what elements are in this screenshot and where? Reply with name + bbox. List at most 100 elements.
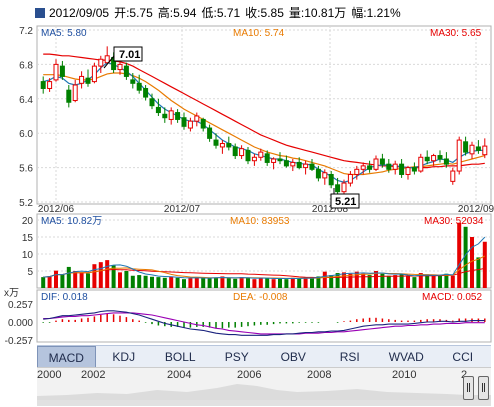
candle-body [245, 149, 251, 162]
candle-body [303, 163, 309, 169]
volume-ma30-label: MA30: 52034 [424, 216, 484, 227]
time-navigator[interactable]: 2000 2002 2004 2006 2008 2010 2 [37, 367, 491, 406]
volume-bar [386, 275, 391, 288]
candle-body [309, 163, 315, 170]
candle-body [411, 167, 417, 172]
price-y-tick: 5.6 [19, 164, 33, 175]
price-x-tick: 2012/06 [38, 204, 75, 215]
low-marker-label: 5.21 [335, 196, 356, 208]
candle-body [194, 115, 200, 122]
candle-body [456, 139, 462, 172]
tab-obv[interactable]: OBV [280, 350, 306, 364]
candle-body [431, 155, 437, 162]
high-value: 5.94 [173, 6, 197, 20]
tab-kdj[interactable]: KDJ [112, 350, 136, 364]
candle-body [168, 110, 174, 120]
volume-value: 10.81万 [304, 6, 347, 20]
candle-body [463, 141, 469, 153]
volume-bar [310, 277, 314, 288]
volume-bar [201, 277, 206, 288]
candle-body [200, 118, 206, 129]
volume-bar [233, 278, 238, 288]
volume-bar [92, 264, 97, 288]
volume-bar [156, 277, 161, 288]
volume-bar [207, 278, 212, 288]
candle-body [322, 172, 328, 179]
volume-bar [98, 262, 103, 288]
volume-bar [329, 275, 334, 288]
navigator-year-label: 2004 [167, 369, 192, 381]
volume-bar [66, 266, 71, 288]
candle-body [117, 63, 123, 71]
candle-body [424, 156, 430, 162]
candle-body [277, 158, 283, 162]
ma5-line [43, 62, 485, 183]
volume-y-tick: 10 [22, 250, 34, 261]
volume-bar [124, 271, 129, 288]
candle-body [130, 79, 136, 84]
price-y-tick: 5.2 [19, 198, 33, 209]
price-y-tick: 6.8 [19, 60, 33, 71]
volume-bar [239, 277, 244, 288]
price-y-tick: 6.0 [19, 129, 33, 140]
macd-y-tick: -0.257 [5, 336, 34, 346]
volume-ma5-label: MA5: 10.82万 [41, 216, 102, 227]
candle-body [219, 143, 225, 148]
candle-body [328, 173, 334, 186]
volume-y-tick: 20 [22, 216, 34, 227]
volume-ma30-line [43, 267, 485, 279]
volume-bar [271, 279, 276, 288]
candle-body [53, 63, 59, 81]
macd-value-label: MACD: 0.052 [422, 292, 482, 303]
quote-date: 2012/09/05 [49, 6, 110, 20]
candle-body [239, 148, 245, 157]
volume-bar [284, 279, 289, 288]
volume-bar [162, 277, 167, 288]
volume-ma10-label: MA10: 83953 [230, 216, 290, 227]
volume-bar [399, 274, 404, 288]
volume-bar [418, 273, 423, 288]
volume-bar [303, 277, 308, 288]
tab-cci[interactable]: CCI [452, 350, 474, 364]
stock-chart[interactable]: 7.2 6.8 6.4 6.0 5.6 5.2 2012/06 2012/07 2012/08… [0, 24, 494, 346]
macd-dif-line [43, 310, 485, 336]
volume-bar [214, 277, 218, 288]
volume-bar [182, 279, 186, 288]
volume-bar [265, 278, 270, 288]
volume-bar [380, 273, 385, 288]
candle-body [443, 158, 449, 165]
volume-bar [169, 276, 174, 288]
volume-label: 量: [288, 6, 305, 20]
price-x-tick: 2012/09 [458, 204, 494, 215]
candle-body [91, 65, 97, 83]
volume-bar [79, 272, 84, 288]
low-value: 5.71 [216, 6, 241, 20]
price-x-tick: 2012/07 [164, 204, 201, 215]
price-ma5-label: MA5: 5.80 [41, 28, 87, 39]
candle-body [437, 155, 443, 160]
macd-dea-line [43, 312, 485, 335]
tab-macd[interactable]: MACD [37, 346, 96, 368]
navigator-year-label: 2000 [37, 369, 62, 381]
candle-body [399, 163, 405, 175]
volume-bar [444, 273, 449, 288]
navigator-right-handle[interactable] [478, 376, 489, 400]
volume-bar [220, 276, 225, 288]
change-value: 1.21% [366, 6, 401, 20]
tab-boll[interactable]: BOLL [164, 350, 196, 364]
tab-wvad[interactable]: WVAD [388, 350, 424, 364]
tab-psy[interactable]: PSY [224, 350, 249, 364]
candle-body [123, 65, 129, 77]
open-value: 5.75 [129, 6, 153, 20]
tab-rsi[interactable]: RSI [339, 350, 360, 364]
candle-body [207, 127, 213, 139]
price-panel [36, 25, 492, 205]
volume-bar [297, 278, 302, 288]
navigator-left-handle[interactable] [463, 376, 474, 400]
candle-body [367, 165, 373, 170]
volume-bar [188, 278, 193, 288]
navigator-scrollbar[interactable] [37, 400, 491, 406]
volume-bar [252, 279, 257, 288]
volume-bar [431, 275, 436, 288]
volume-bar [412, 277, 417, 288]
